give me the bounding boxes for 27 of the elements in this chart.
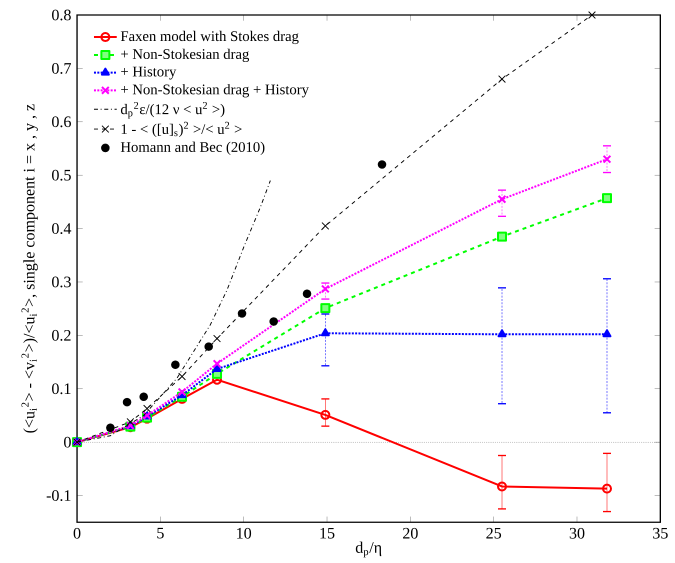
text: (<u$_{i}$$^{2}$> - <v$_{i}$$^{2}$>)/<u$_{i}$$^{2}$>, single component i = x , y , z xyxy=(21,104,38,433)
x-tick-label: 20 xyxy=(403,528,418,539)
x-axis-title: d$_{p}$/η xyxy=(356,542,382,558)
legend-label: 1 - < ([u]$_{s}$)$^{2}$ >/< u$^{2}$ > xyxy=(122,122,242,138)
x-tick-label: 10 xyxy=(237,528,252,539)
y-tick-label: 0.5 xyxy=(52,170,71,181)
y-tick-label: 0.3 xyxy=(52,276,71,288)
y-tick-label: 0.2 xyxy=(52,330,71,341)
y-tick-label: -0.1 xyxy=(46,490,70,502)
legend-label: + Non-Stokesian drag xyxy=(121,48,250,62)
y-tick-label: 0.4 xyxy=(52,223,72,234)
y-tick-label: 0.1 xyxy=(52,383,70,394)
legend-label: Faxen model with Stokes drag xyxy=(120,30,299,44)
legend-label: d$_{p}$$^{2}$ε/(12 ν < u$^{2}$ >) xyxy=(120,102,224,119)
x-tick-label: 25 xyxy=(486,528,502,539)
legend-label: + History xyxy=(121,66,176,80)
x-tick-label: 15 xyxy=(320,528,334,539)
y-tick-label: 0 xyxy=(64,436,71,448)
y-tick-label: 0.6 xyxy=(52,116,71,128)
legend-label: + Non-Stokesian drag + History xyxy=(121,84,309,98)
x-tick-label: 0 xyxy=(74,528,80,539)
x-tick-label: 5 xyxy=(157,528,164,539)
x-tick-label: 35 xyxy=(653,528,668,539)
x-tick-label: 30 xyxy=(570,528,584,539)
y-tick-label: 0.7 xyxy=(52,63,71,74)
y-tick-label: 0.8 xyxy=(52,10,71,21)
legend-label: Homann and Bec (2010) xyxy=(120,142,264,156)
